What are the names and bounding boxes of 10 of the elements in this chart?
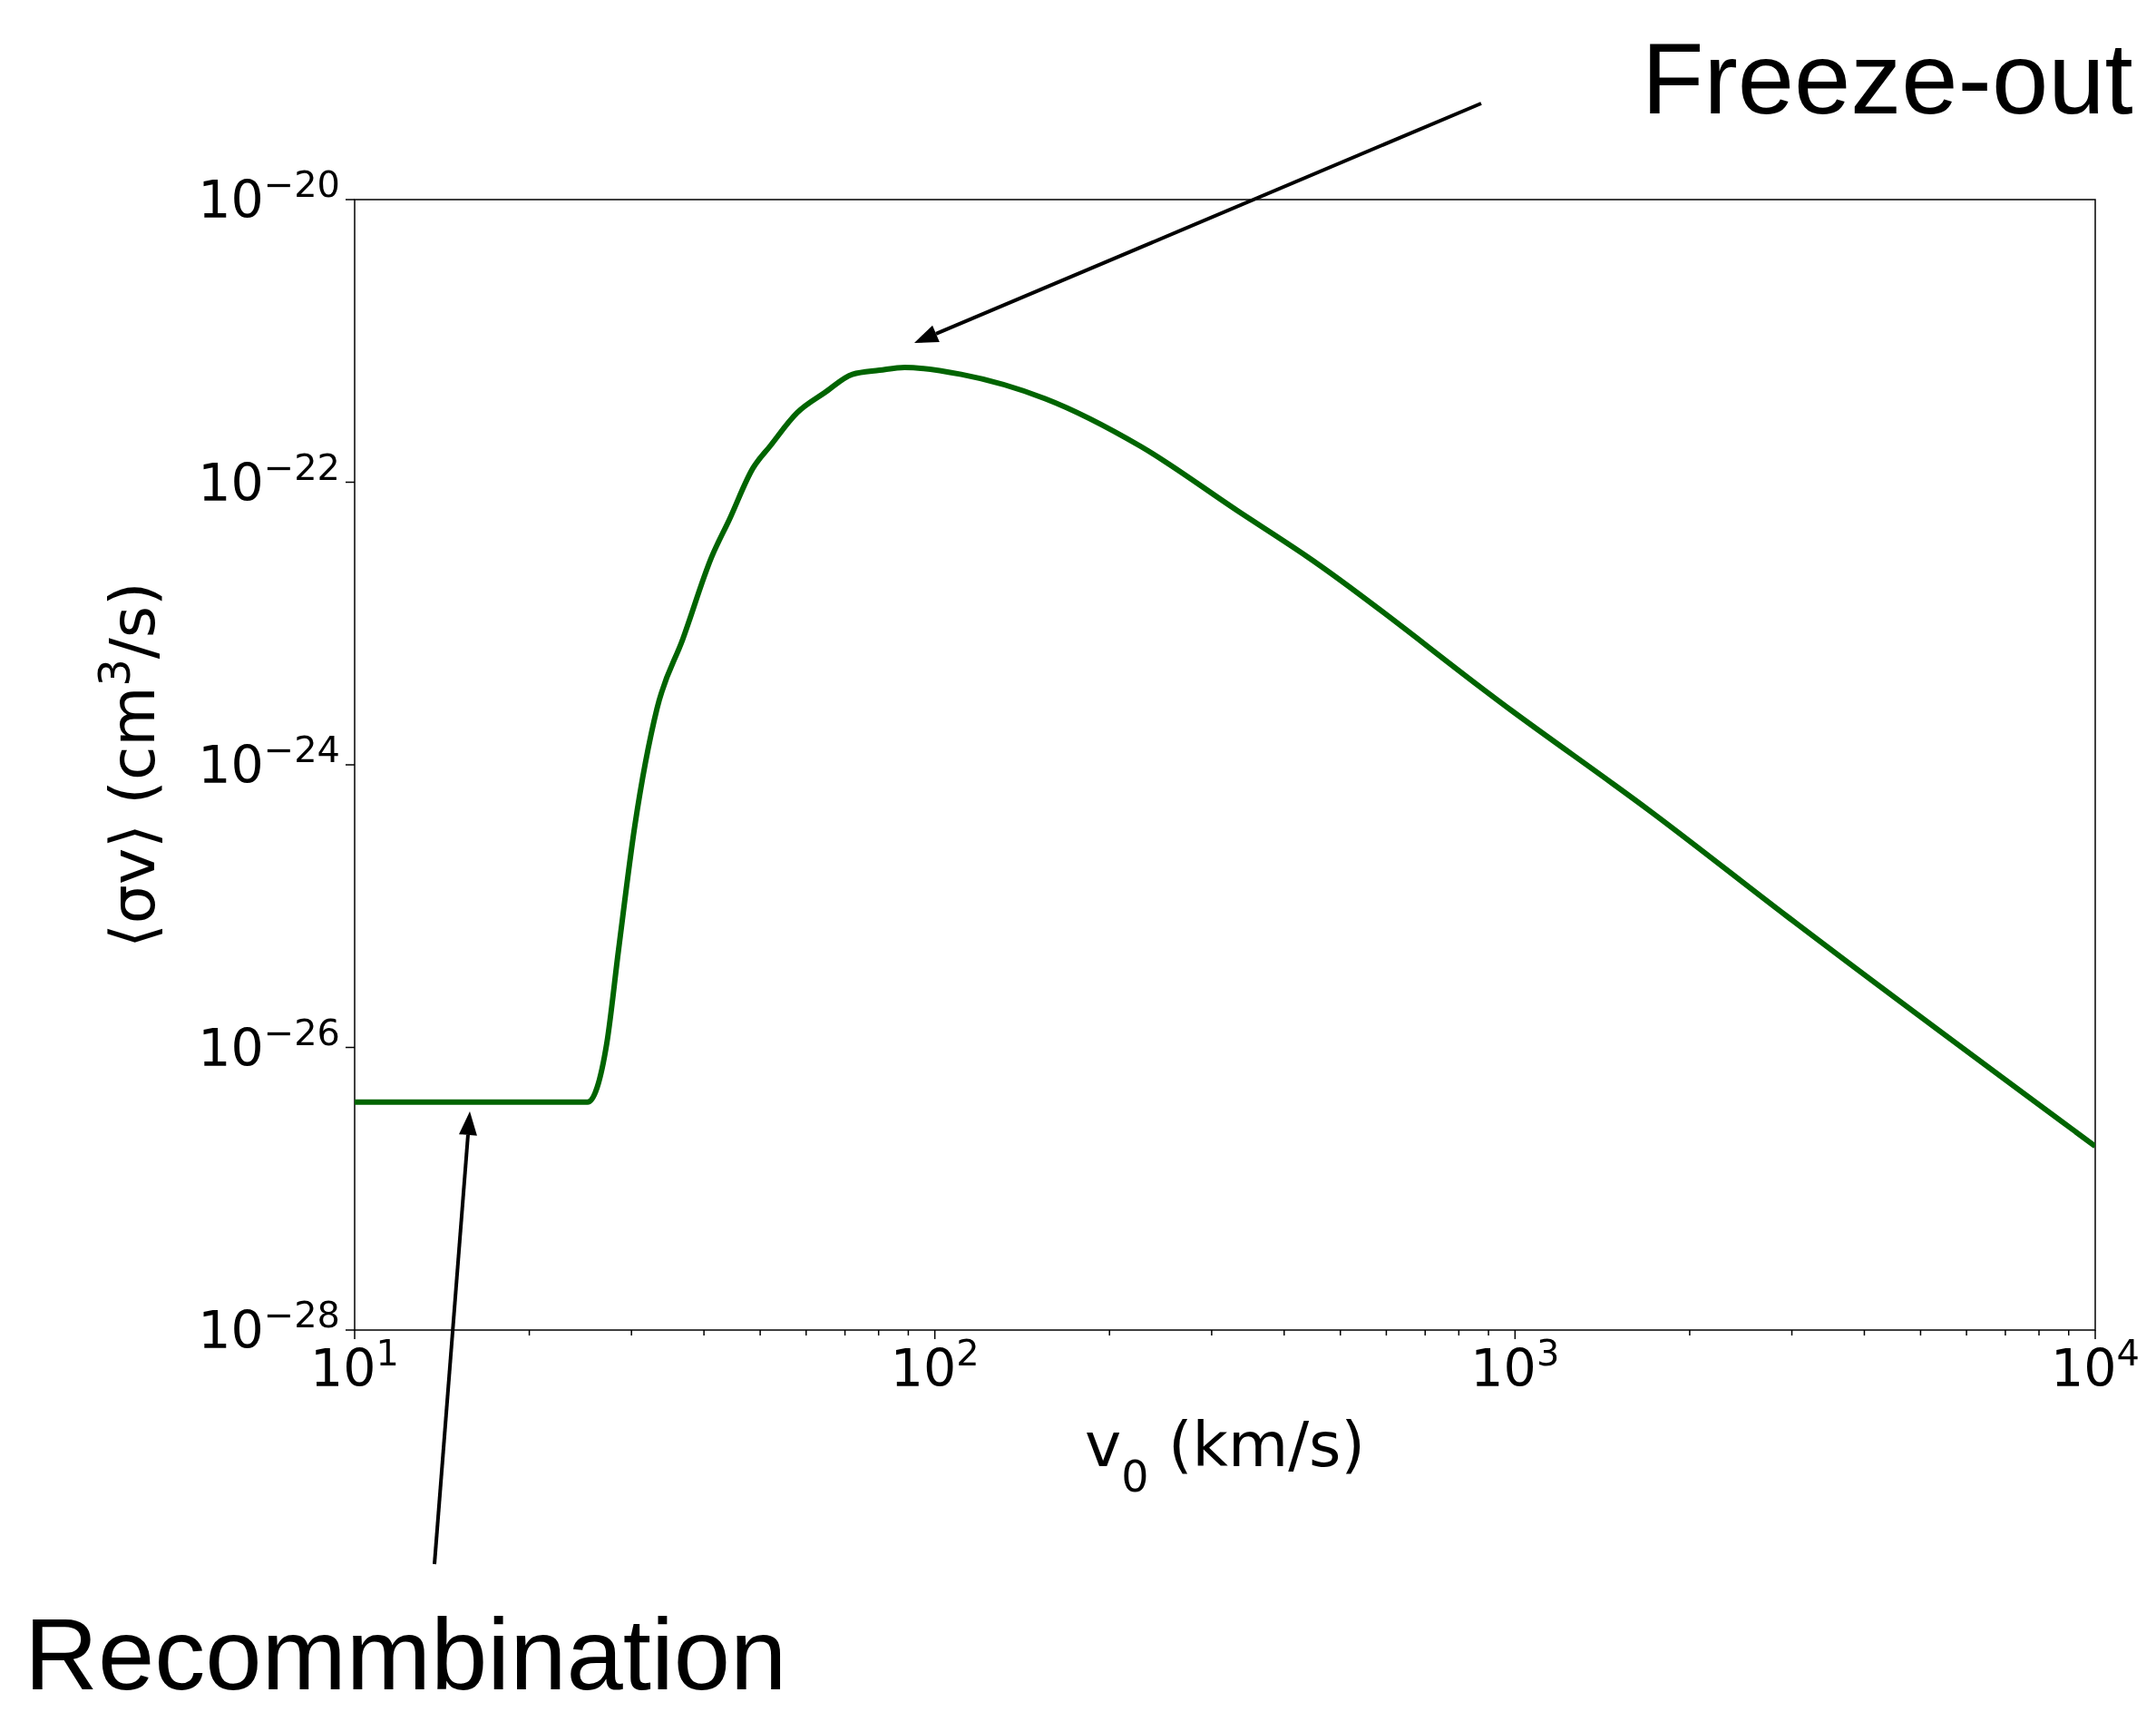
y-tick-label: 10$^{−26}$	[198, 1011, 340, 1078]
x-tick-label: 10$^{3}$	[1470, 1332, 1560, 1398]
text: Freeze-out	[1642, 22, 2133, 135]
x-tick-label: 10$^{4}$	[2051, 1332, 2140, 1398]
y-tick-label: 10$^{−24}$	[198, 729, 340, 795]
text: Recommbination	[24, 1598, 787, 1711]
x-tick-label: 10$^{2}$	[890, 1332, 980, 1398]
y-tick-label: 10$^{−20}$	[198, 163, 340, 230]
x-axis-title: v$_{0}$ (km/s)	[1084, 1409, 1366, 1502]
y-tick-label: 10$^{−22}$	[198, 445, 340, 513]
